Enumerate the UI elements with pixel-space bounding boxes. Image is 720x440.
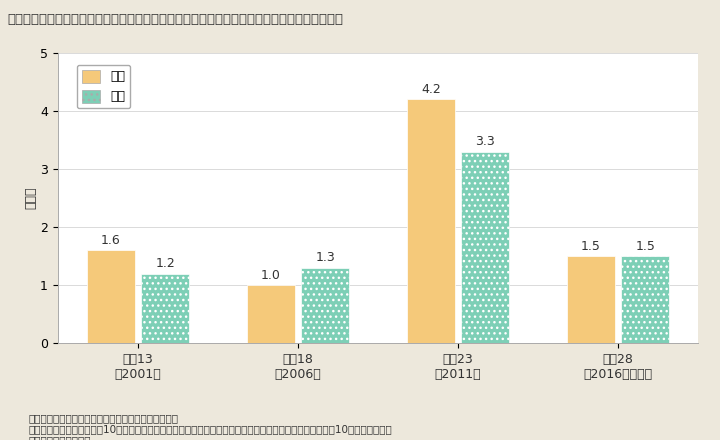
Text: 1.6: 1.6 (101, 234, 121, 247)
Text: 3.3: 3.3 (475, 135, 495, 148)
Bar (407, 99, 455, 343)
Legend: 女性, 男性: 女性, 男性 (76, 65, 130, 108)
Text: 1.2: 1.2 (156, 257, 175, 270)
Text: 1.5: 1.5 (581, 240, 600, 253)
Text: 1.5: 1.5 (635, 240, 655, 253)
Text: 1.0: 1.0 (261, 269, 281, 282)
Text: 1.3: 1.3 (315, 251, 335, 264)
Text: （備考）１．総務省「社会生活基本調査」より作成。: （備考）１．総務省「社会生活基本調査」より作成。 (29, 414, 179, 424)
Bar (86, 250, 135, 343)
Text: の割合。: の割合。 (29, 436, 91, 440)
Text: Ｉ－４－９図　災害に関係した活動（ボランティア活動）の男女別行動者率の推移（男女別）: Ｉ－４－９図 災害に関係した活動（ボランティア活動）の男女別行動者率の推移（男女… (7, 13, 343, 26)
Bar (567, 256, 615, 343)
Y-axis label: （％）: （％） (24, 187, 37, 209)
Bar (301, 268, 349, 343)
Bar (621, 256, 670, 343)
Text: 4.2: 4.2 (421, 83, 441, 96)
Bar (141, 274, 189, 343)
Text: ２．行動者率は，10歳以上人口に占める行動者数（過去１年間に該当する種類の活動を行った人（10歳以上）の数）: ２．行動者率は，10歳以上人口に占める行動者数（過去１年間に該当する種類の活動を… (29, 425, 392, 435)
Bar (462, 151, 509, 343)
Bar (247, 285, 294, 343)
